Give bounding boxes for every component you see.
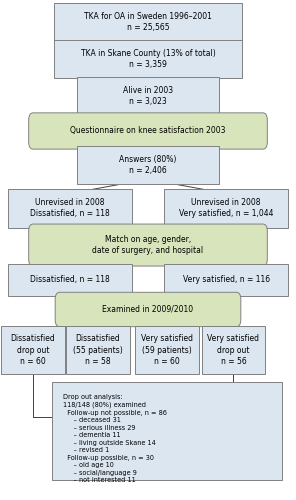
FancyBboxPatch shape xyxy=(8,188,132,228)
FancyBboxPatch shape xyxy=(29,113,267,149)
Text: Very satisfied
(59 patients)
n = 60: Very satisfied (59 patients) n = 60 xyxy=(141,334,193,366)
Text: Unrevised in 2008
Very satisfied, n = 1,044: Unrevised in 2008 Very satisfied, n = 1,… xyxy=(179,198,273,218)
FancyBboxPatch shape xyxy=(54,40,242,78)
FancyBboxPatch shape xyxy=(202,326,265,374)
FancyBboxPatch shape xyxy=(52,382,282,480)
FancyBboxPatch shape xyxy=(77,146,219,184)
FancyBboxPatch shape xyxy=(1,326,65,374)
FancyBboxPatch shape xyxy=(136,326,199,374)
Text: Match on age, gender,
date of surgery, and hospital: Match on age, gender, date of surgery, a… xyxy=(92,235,204,255)
Text: Drop out analysis:
118/148 (80%) examined
  Follow-up not possible, n = 86
     : Drop out analysis: 118/148 (80%) examine… xyxy=(62,394,166,483)
FancyBboxPatch shape xyxy=(29,224,267,266)
Text: TKA in Skane County (13% of total)
n = 3,359: TKA in Skane County (13% of total) n = 3… xyxy=(81,49,215,69)
Text: Very satisfied
drop out
n = 56: Very satisfied drop out n = 56 xyxy=(207,334,259,366)
Text: Dissatisfied
(55 patients)
n = 58: Dissatisfied (55 patients) n = 58 xyxy=(73,334,123,366)
Text: Alive in 2003
n = 3,023: Alive in 2003 n = 3,023 xyxy=(123,86,173,106)
Text: Dissatisfied, n = 118: Dissatisfied, n = 118 xyxy=(30,276,110,284)
FancyBboxPatch shape xyxy=(54,3,242,42)
FancyBboxPatch shape xyxy=(55,292,241,326)
FancyBboxPatch shape xyxy=(66,326,130,374)
Text: Questionnaire on knee satisfaction 2003: Questionnaire on knee satisfaction 2003 xyxy=(70,126,226,136)
Text: Very satisfied, n = 116: Very satisfied, n = 116 xyxy=(183,276,270,284)
FancyBboxPatch shape xyxy=(77,77,219,115)
FancyBboxPatch shape xyxy=(164,188,288,228)
Text: Unrevised in 2008
Dissatisfied, n = 118: Unrevised in 2008 Dissatisfied, n = 118 xyxy=(30,198,110,218)
FancyBboxPatch shape xyxy=(164,264,288,296)
Text: TKA for OA in Sweden 1996–2001
n = 25,565: TKA for OA in Sweden 1996–2001 n = 25,56… xyxy=(84,12,212,32)
Text: Examined in 2009/2010: Examined in 2009/2010 xyxy=(102,305,194,314)
Text: Answers (80%)
n = 2,406: Answers (80%) n = 2,406 xyxy=(119,155,177,175)
Text: Dissatisfied
drop out
n = 60: Dissatisfied drop out n = 60 xyxy=(11,334,55,366)
FancyBboxPatch shape xyxy=(8,264,132,296)
